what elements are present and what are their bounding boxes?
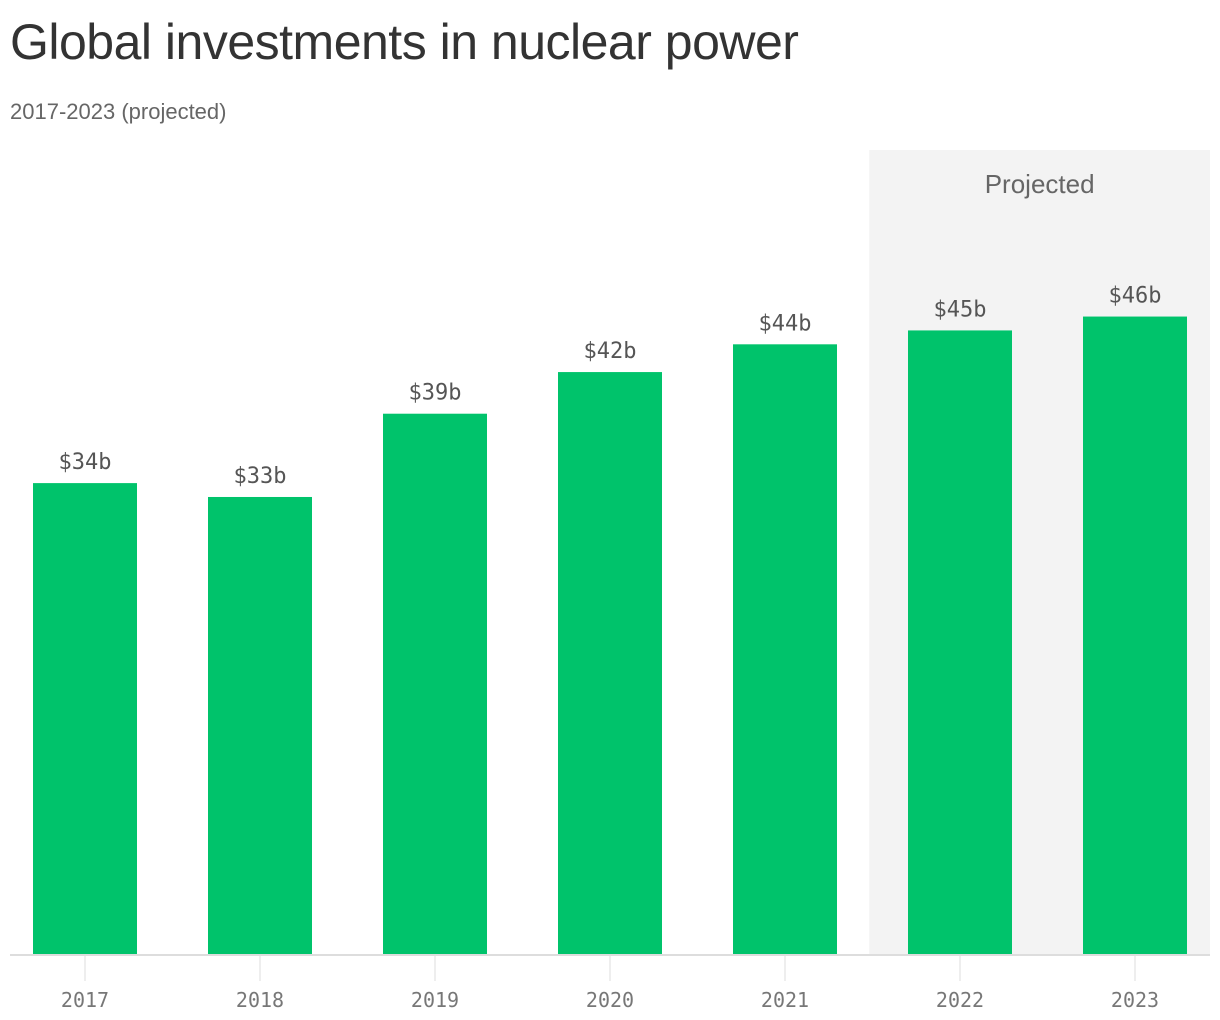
x-tick-label-2018: 2018 — [236, 988, 284, 1012]
x-tick-label-2023: 2023 — [1111, 988, 1159, 1012]
bar-value-label-2021: $44b — [759, 311, 812, 336]
bar-value-label-2022: $45b — [934, 297, 987, 322]
x-tick-label-2021: 2021 — [761, 988, 809, 1012]
bar-2021 — [733, 344, 837, 956]
bar-value-label-2019: $39b — [409, 381, 462, 406]
bar-2017 — [33, 483, 137, 955]
chart-subtitle: 2017-2023 (projected) — [10, 99, 227, 124]
bar-2020 — [558, 372, 662, 955]
bar-value-label-2017: $34b — [59, 450, 112, 475]
bar-2019 — [383, 413, 487, 955]
x-tick-label-2019: 2019 — [411, 988, 459, 1012]
x-tick-label-2017: 2017 — [61, 988, 109, 1012]
x-tick-label-2020: 2020 — [586, 988, 634, 1012]
bar-2022 — [908, 330, 1012, 955]
projected-band-label: Projected — [985, 169, 1095, 199]
chart-title: Global investments in nuclear power — [10, 14, 799, 70]
bar-2018 — [208, 496, 312, 955]
bar-value-label-2023: $46b — [1109, 284, 1162, 309]
x-tick-label-2022: 2022 — [936, 988, 984, 1012]
bar-2023 — [1083, 316, 1187, 955]
bar-value-label-2018: $33b — [234, 464, 287, 489]
bar-value-label-2020: $42b — [584, 339, 637, 364]
